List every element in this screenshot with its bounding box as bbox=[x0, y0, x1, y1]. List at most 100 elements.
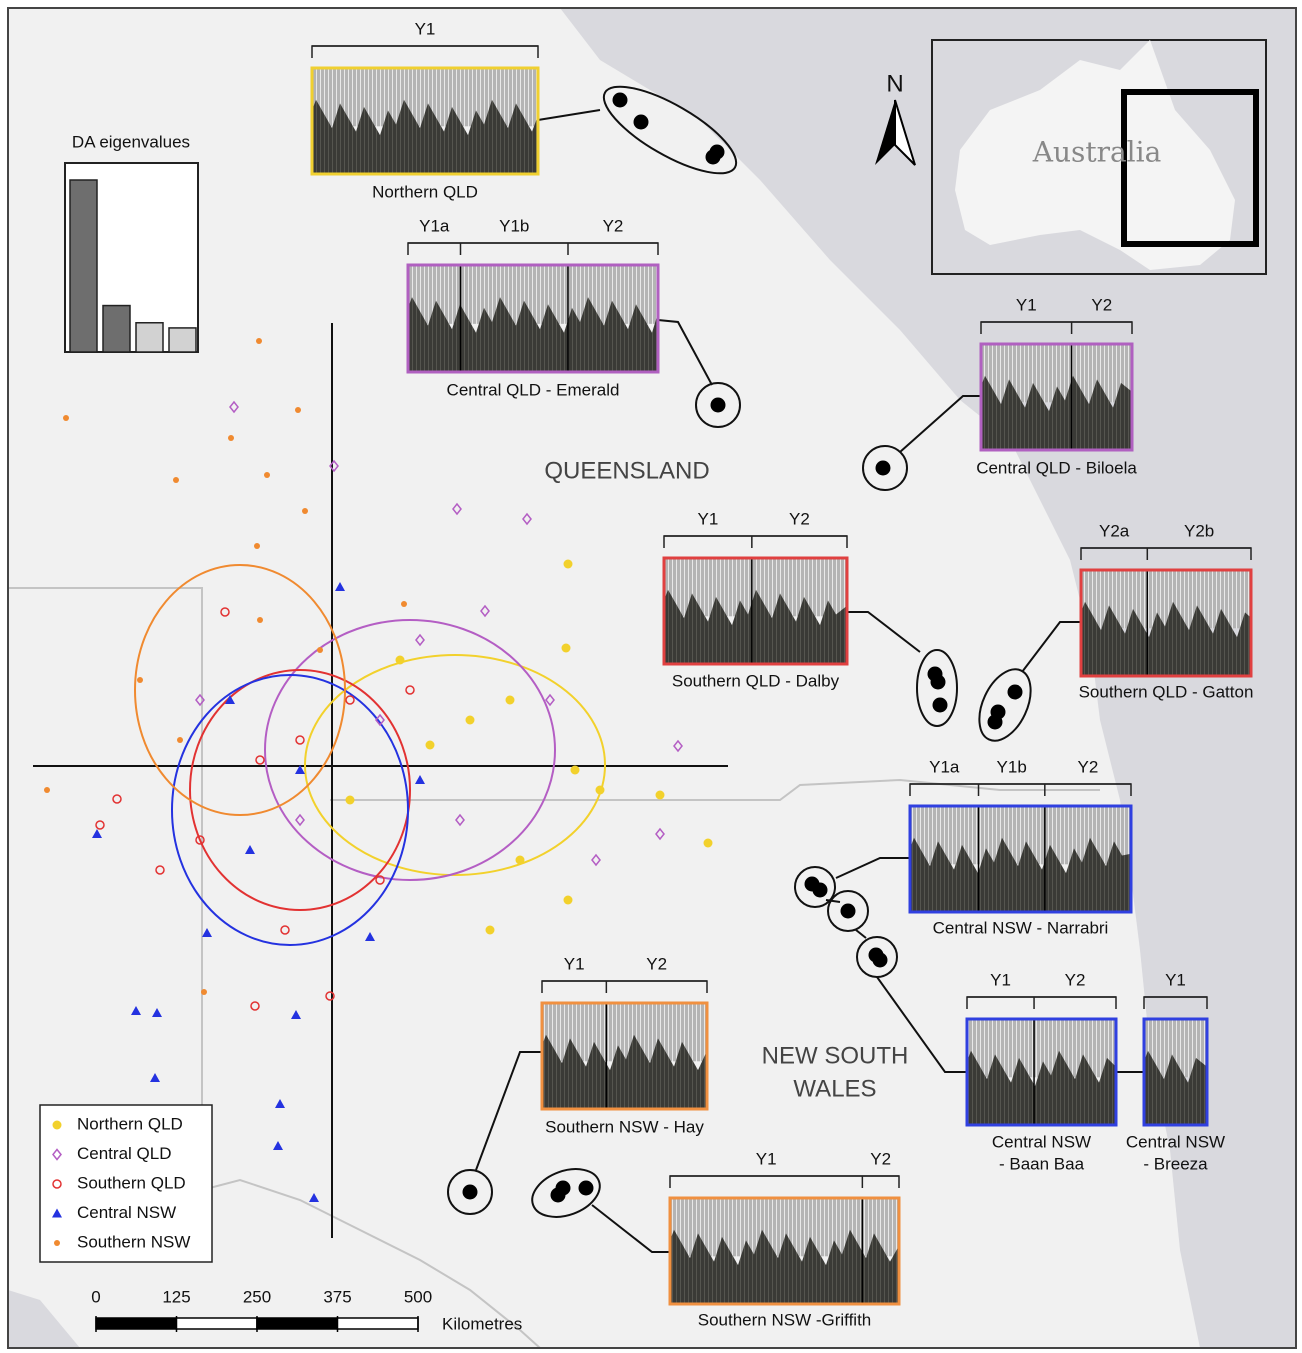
eigen-bar bbox=[70, 180, 97, 352]
site-dot bbox=[711, 398, 726, 413]
site-dot bbox=[933, 698, 948, 713]
segment-label: Y2 bbox=[789, 509, 810, 528]
site-dot bbox=[931, 675, 946, 690]
site-dot bbox=[841, 904, 856, 919]
region-label: NEW SOUTH bbox=[762, 1042, 909, 1069]
eigen-bar bbox=[136, 323, 163, 352]
segment-label: Y1 bbox=[698, 509, 719, 528]
region-label: WALES bbox=[793, 1075, 876, 1102]
scale-segment bbox=[338, 1318, 419, 1329]
segment-label: Y2 bbox=[1091, 295, 1112, 314]
segment-label: Y2 bbox=[603, 216, 624, 235]
eigen-bar bbox=[103, 306, 130, 352]
scale-tick-label: 500 bbox=[404, 1287, 432, 1306]
site-dot bbox=[873, 953, 888, 968]
legend-label: Southern QLD bbox=[77, 1173, 186, 1192]
scale-tick-label: 375 bbox=[323, 1287, 351, 1306]
site-dot bbox=[613, 93, 628, 108]
scale-tick-label: 250 bbox=[243, 1287, 271, 1306]
point bbox=[401, 601, 407, 607]
point bbox=[257, 617, 263, 623]
eigen-bar bbox=[169, 328, 196, 352]
segment-label: Y1 bbox=[415, 19, 436, 38]
scale-segment bbox=[96, 1318, 177, 1329]
point bbox=[466, 716, 475, 725]
point bbox=[44, 787, 50, 793]
panel-title: Northern QLD bbox=[372, 182, 478, 201]
site-dot bbox=[813, 883, 828, 898]
point bbox=[704, 839, 713, 848]
point bbox=[396, 656, 405, 665]
point bbox=[137, 677, 143, 683]
panel-title: Central NSW - Narrabri bbox=[933, 918, 1109, 937]
panel-title: Southern NSW - Hay bbox=[545, 1117, 704, 1136]
point bbox=[53, 1121, 62, 1130]
point bbox=[228, 435, 234, 441]
segment-label: Y2a bbox=[1099, 521, 1130, 540]
panel-title: Central QLD - Emerald bbox=[447, 380, 620, 399]
site-dot bbox=[988, 715, 1003, 730]
site-dot bbox=[463, 1185, 478, 1200]
panel-title: Southern QLD - Dalby bbox=[672, 671, 840, 690]
segment-label: Y2b bbox=[1184, 521, 1214, 540]
point bbox=[346, 796, 355, 805]
point bbox=[54, 1240, 60, 1246]
site-dot bbox=[710, 145, 725, 160]
point bbox=[656, 791, 665, 800]
legend-label: Central NSW bbox=[77, 1203, 176, 1222]
scale-unit: Kilometres bbox=[442, 1314, 522, 1333]
segment-label: Y1 bbox=[990, 970, 1011, 989]
point bbox=[486, 926, 495, 935]
panel-title: Southern NSW -Griffith bbox=[698, 1310, 872, 1329]
segment-label: Y1a bbox=[929, 757, 960, 776]
site-dot bbox=[1008, 685, 1023, 700]
segment-label: Y2 bbox=[646, 954, 667, 973]
point bbox=[564, 896, 573, 905]
point bbox=[317, 647, 323, 653]
point bbox=[256, 338, 262, 344]
segment-label: Y1a bbox=[419, 216, 450, 235]
site-dot bbox=[556, 1181, 571, 1196]
scale-segment bbox=[177, 1318, 258, 1329]
panel-title: - Breeza bbox=[1143, 1154, 1208, 1173]
segment-label: Y2 bbox=[1065, 970, 1086, 989]
structure-plot bbox=[408, 265, 658, 324]
site-dot bbox=[634, 115, 649, 130]
segment-label: Y1 bbox=[756, 1149, 777, 1168]
point bbox=[177, 737, 183, 743]
panel-title: Southern QLD - Gatton bbox=[1079, 682, 1254, 701]
scale-tick-label: 125 bbox=[162, 1287, 190, 1306]
inset-label: Australia bbox=[1032, 136, 1162, 169]
point bbox=[571, 766, 580, 775]
legend-label: Central QLD bbox=[77, 1144, 171, 1163]
panel-title: - Baan Baa bbox=[999, 1154, 1085, 1173]
segment-label: Y1 bbox=[1016, 295, 1037, 314]
point bbox=[264, 472, 270, 478]
region-label: QUEENSLAND bbox=[544, 457, 709, 484]
segment-label: Y1b bbox=[997, 757, 1027, 776]
segment-label: Y1 bbox=[564, 954, 585, 973]
point bbox=[506, 696, 515, 705]
panel-title: Central NSW bbox=[992, 1132, 1091, 1151]
point bbox=[564, 560, 573, 569]
segment-label: Y2 bbox=[1078, 757, 1099, 776]
site-dot bbox=[876, 461, 891, 476]
segment-label: Y1 bbox=[1165, 970, 1186, 989]
point bbox=[426, 741, 435, 750]
scale-segment bbox=[257, 1318, 338, 1329]
legend-label: Southern NSW bbox=[77, 1232, 190, 1251]
point bbox=[201, 989, 207, 995]
panel-title: Central QLD - Biloela bbox=[976, 458, 1137, 477]
point bbox=[596, 786, 605, 795]
point bbox=[173, 477, 179, 483]
scale-tick-label: 0 bbox=[91, 1287, 100, 1306]
point bbox=[63, 415, 69, 421]
point bbox=[516, 856, 525, 865]
segment-label: Y1b bbox=[499, 216, 529, 235]
point bbox=[562, 644, 571, 653]
segment-label: Y2 bbox=[870, 1149, 891, 1168]
map: Australia N DA eigenvalues QUEENSLANDNEW… bbox=[0, 0, 1302, 1353]
panel-title: Central NSW bbox=[1126, 1132, 1225, 1151]
point bbox=[254, 543, 260, 549]
legend-label: Northern QLD bbox=[77, 1114, 183, 1133]
